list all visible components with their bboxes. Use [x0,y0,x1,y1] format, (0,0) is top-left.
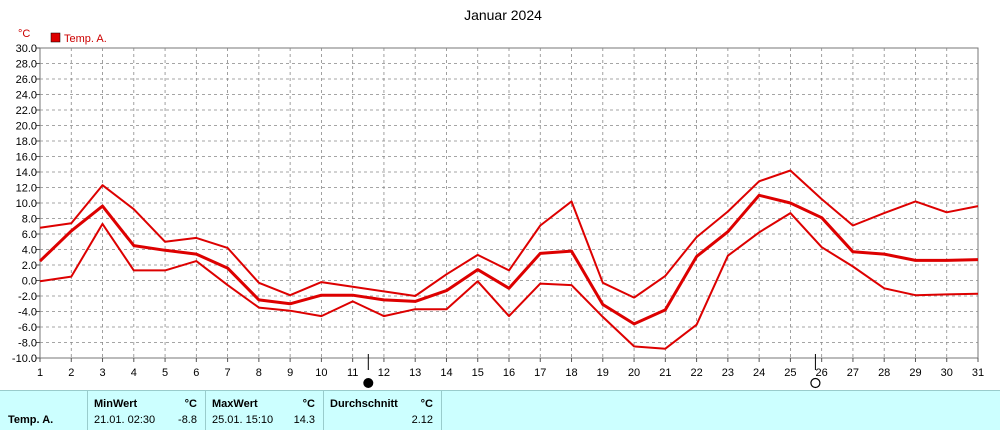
x-tick-label: 29 [909,367,921,379]
y-tick-label: 8.0 [22,214,37,226]
x-tick-label: 19 [597,367,609,379]
y-tick-label: 18.0 [16,136,37,148]
x-tick-label: 1 [37,367,43,379]
grid [40,48,978,358]
min-value: -8.8 [178,414,197,426]
x-tick-label: 27 [847,367,859,379]
x-tick-label: 30 [941,367,953,379]
y-tick-label: 12.0 [16,183,37,195]
x-tick-label: 12 [378,367,390,379]
x-tick-label: 13 [409,367,421,379]
x-tick-label: 18 [565,367,577,379]
y-tick-label: 4.0 [22,245,37,257]
y-tick-label: 0.0 [22,276,37,288]
y-tick-label: -10.0 [12,353,37,365]
max-value: 14.3 [293,414,315,426]
max-header: MaxWert [212,398,258,410]
max-time: 25.01. 15:10 [212,414,274,426]
chart-title: Januar 2024 [464,7,542,23]
min-time: 21.01. 02:30 [94,414,156,426]
x-tick-label: 23 [722,367,734,379]
x-tick-label: 2 [68,367,74,379]
x-tick-label: 8 [256,367,262,379]
x-tick-label: 16 [503,367,515,379]
y-tick-label: 16.0 [16,152,37,164]
x-tick-label: 24 [753,367,765,379]
min-header: MinWert [94,398,138,410]
x-tick-label: 22 [690,367,702,379]
x-tick-label: 14 [440,367,452,379]
x-tick-label: 21 [659,367,671,379]
stats-row-label: Temp. A. [8,414,54,426]
x-tick-label: 11 [347,367,358,379]
x-tick-label: 26 [816,367,828,379]
max-unit: °C [302,398,315,410]
y-tick-label: 10.0 [16,198,37,210]
avg-value: 2.12 [411,414,433,426]
x-tick-label: 28 [878,367,890,379]
y-tick-label: 2.0 [22,260,37,272]
max-cell: MaxWert °C 25.01. 15:10 14.3 [206,391,324,430]
y-tick-label: -8.0 [18,338,37,350]
avg-cell: Durchschnitt °C 2.12 [324,391,442,430]
axis-markers [363,354,821,389]
y-axis: -10.0 -8.0 -6.0 -4.0 -2.0 0.0 2.0 4.0 6.0 8.0 10.0… [12,43,40,365]
x-tick-label: 5 [162,367,168,379]
y-tick-label: 26.0 [16,74,37,86]
x-tick-label: 7 [225,367,231,379]
y-tick-label: 6.0 [22,229,37,241]
legend-label: Temp. A. [64,33,107,45]
avg-unit: °C [420,398,433,410]
series-line-mean [38,193,979,326]
filled-circle-marker [363,378,374,388]
x-tick-label: 17 [534,367,546,379]
series-line-max [39,169,979,299]
x-tick-label: 25 [784,367,796,379]
y-tick-label: -4.0 [18,307,37,319]
temperature-chart: Januar 2024 °C Temp. A. -10.0 -8.0 -6.0 -4.… [12,7,984,389]
y-tick-label: -2.0 [18,291,37,303]
y-tick-label: 22.0 [16,105,37,117]
open-circle-marker [810,377,821,389]
y-tick-label: 20.0 [16,121,37,133]
y-tick-label: 28.0 [16,59,37,71]
series-line-min [39,212,979,350]
min-unit: °C [184,398,197,410]
x-tick-label: 6 [193,367,199,379]
y-tick-label: 24.0 [16,90,37,102]
avg-header: Durchschnitt [330,398,398,410]
stats-panel: Temp. A. MinWert °C 21.01. 02:30 -8.8 Ma… [0,390,1000,430]
y-axis-unit: °C [18,28,30,40]
y-tick-label: -6.0 [18,322,37,334]
x-tick-label: 9 [287,367,293,379]
y-tick-label: 14.0 [16,167,37,179]
x-tick-label: 31 [972,367,984,379]
x-tick-label: 10 [315,367,327,379]
x-axis: 1 2 3 4 5 6 7 8 9 10 11 12 13 14 15 16 17 18 19 20 21 22 23 24 2… [37,358,984,379]
min-cell: MinWert °C 21.01. 02:30 -8.8 [88,391,206,430]
x-tick-label: 15 [472,367,484,379]
x-tick-label: 4 [131,367,137,379]
series-lines [38,169,979,350]
y-tick-label: 30.0 [16,43,37,55]
legend-swatch [50,32,61,43]
x-tick-label: 20 [628,367,640,379]
stats-row-label-cell: Temp. A. [0,391,88,430]
x-tick-label: 3 [99,367,105,379]
